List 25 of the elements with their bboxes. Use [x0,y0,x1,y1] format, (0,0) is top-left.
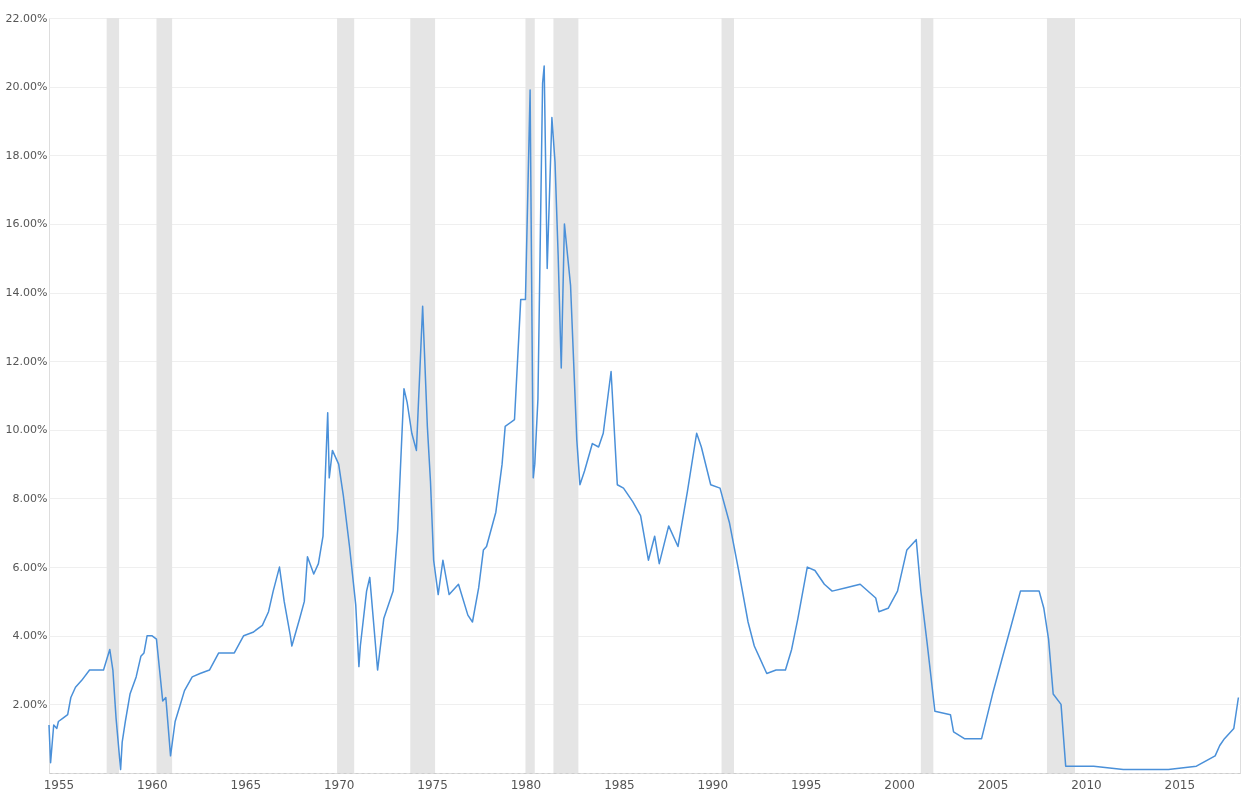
y-tick-label: 22.00% [5,11,48,25]
y-tick-label: 18.00% [5,148,48,162]
y-tick-label: 8.00% [12,491,48,505]
y-tick-label: 6.00% [12,560,48,574]
x-tick-label: 1975 [417,777,448,792]
x-tick-label: 1985 [604,777,635,792]
x-tick-label: 1995 [790,777,822,792]
y-tick-label: 16.00% [5,217,48,231]
x-tick-label: 1965 [230,777,262,792]
y-tick-label: 2.00% [12,697,48,711]
x-tick-label: 1960 [137,777,168,792]
x-tick-label: 1955 [43,777,75,792]
y-tick-label: 10.00% [5,423,48,437]
x-tick-label: 2005 [977,777,1009,792]
y-tick-label: 12.00% [5,354,48,368]
x-tick-label: 2010 [1071,777,1102,792]
x-tick-label: 1990 [697,777,729,792]
x-tick-label: 1980 [510,777,542,792]
y-tick-label: 14.00% [5,286,48,300]
x-tick-label: 2000 [884,777,915,792]
line-series [48,65,1240,771]
x-tick-label: 1970 [323,777,355,792]
y-tick-label: 20.00% [5,80,48,94]
y-tick-label: 4.00% [12,629,48,643]
x-tick-label: 2015 [1164,777,1196,792]
